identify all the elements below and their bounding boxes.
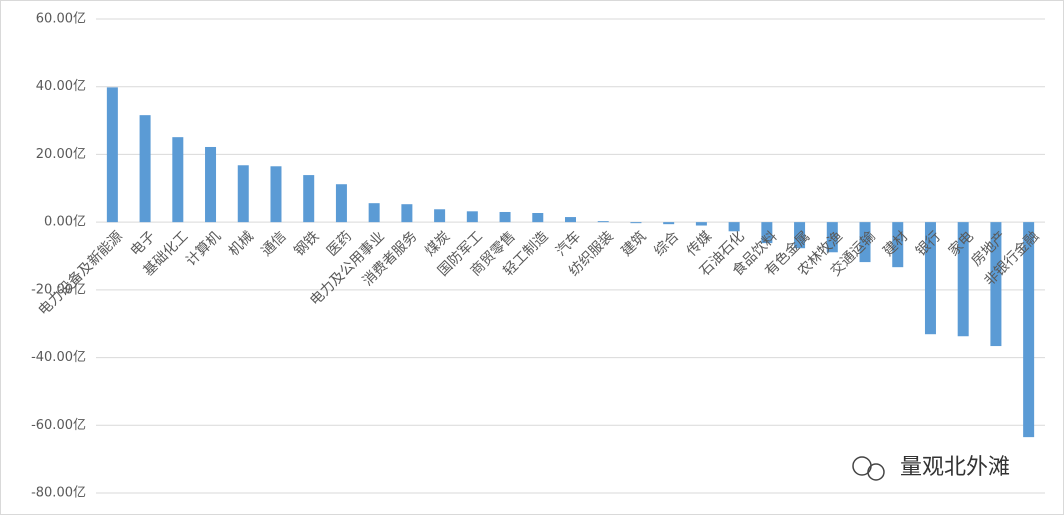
- y-tick-label: 0.00亿: [44, 215, 86, 230]
- bar: [859, 222, 871, 263]
- bar: [434, 209, 446, 223]
- bar: [728, 222, 740, 232]
- bar: [139, 115, 151, 223]
- bar: [401, 204, 413, 223]
- bar: [794, 222, 806, 249]
- bar: [368, 203, 380, 223]
- bar: [499, 211, 511, 223]
- watermark: 量观北外滩: [900, 455, 1010, 480]
- bar: [1023, 222, 1035, 438]
- y-tick-label: -40.00亿: [31, 350, 86, 365]
- bar: [106, 87, 118, 223]
- bar: [957, 222, 969, 337]
- bar: [597, 221, 609, 223]
- bar: [695, 222, 707, 226]
- bar: [663, 222, 675, 225]
- y-tick-label: -20.00亿: [31, 282, 86, 297]
- y-tick-label: -80.00亿: [31, 486, 86, 501]
- bar: [761, 222, 773, 244]
- bar: [990, 222, 1002, 347]
- bar: [270, 166, 282, 223]
- bar: [172, 137, 184, 223]
- bar: [924, 222, 936, 335]
- y-tick-label: 40.00亿: [36, 79, 86, 94]
- bar: [466, 211, 478, 223]
- bar: [237, 165, 249, 223]
- bar: [335, 184, 347, 223]
- y-tick-label: 60.00亿: [36, 12, 86, 27]
- y-tick-label: 20.00亿: [36, 147, 86, 162]
- y-tick-label: -60.00亿: [31, 418, 86, 433]
- bar: [205, 146, 217, 223]
- bar: [826, 222, 838, 253]
- bar: [565, 217, 576, 223]
- watermark-icon: [852, 456, 885, 481]
- bar: [630, 222, 642, 224]
- bar: [892, 222, 904, 268]
- bar: [303, 175, 315, 223]
- bar: [532, 213, 544, 223]
